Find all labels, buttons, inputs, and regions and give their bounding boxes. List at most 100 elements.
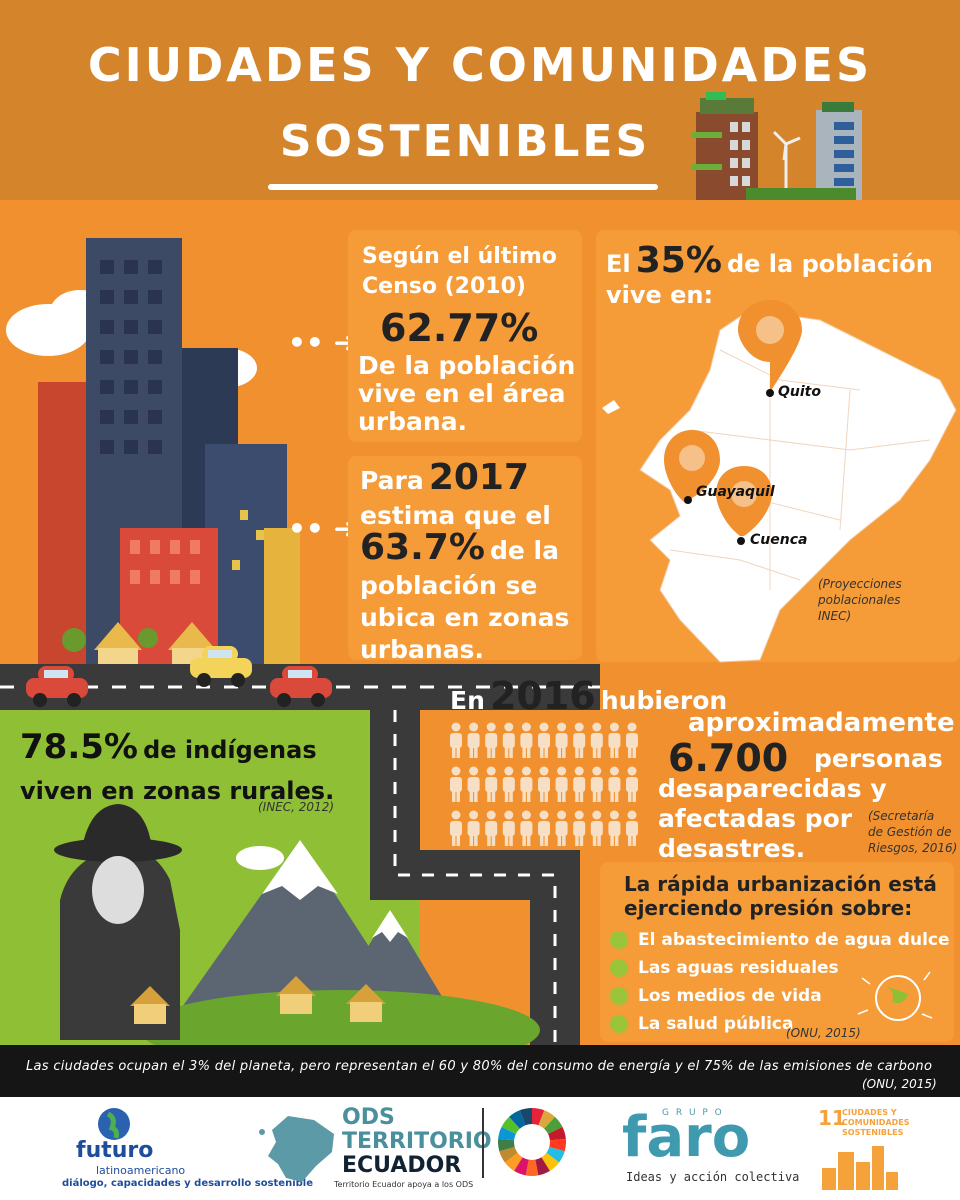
indigenous-text1: de indígenas — [143, 736, 317, 764]
ods-logo-line3: ECUADOR — [342, 1153, 462, 1178]
bullet-dot-icon — [610, 1015, 628, 1033]
disaster-heading: En 2016 hubieron — [450, 674, 727, 718]
person-icon — [485, 810, 498, 846]
footer — [0, 1097, 960, 1200]
futuro-logo-name: futuro — [76, 1138, 154, 1163]
person-icon — [520, 722, 533, 758]
title-underline — [268, 184, 658, 190]
person-icon — [502, 810, 515, 846]
person-icon — [590, 722, 603, 758]
ecuador-silhouette-icon — [259, 1116, 334, 1182]
bullet-dot-icon — [610, 931, 628, 949]
person-icon — [502, 722, 515, 758]
person-icon — [555, 766, 568, 802]
pressure-item-3: Los medios de vida — [638, 986, 822, 1006]
map-percent: 35% — [635, 240, 722, 281]
person-icon — [573, 810, 586, 846]
map-source-line3: INEC) — [818, 609, 852, 623]
person-icon — [502, 766, 515, 802]
city-label-cuenca: Cuenca — [750, 532, 808, 548]
disaster-source-line3: Riesgos, 2016) — [868, 841, 958, 855]
disaster-tail: desaparecidas y afectadas por desastres. — [658, 774, 887, 864]
sdg11-label: CIUDADES Y COMUNIDADES SOSTENIBLES — [842, 1108, 910, 1138]
faro-logo-tagline: Ideas y acción colectiva — [626, 1170, 800, 1184]
projection-year: 2017 — [428, 457, 530, 498]
projection-prefix: Para — [360, 466, 424, 495]
map-pin-icon — [716, 466, 772, 536]
census-desc-line2: vive en el área — [358, 379, 566, 408]
disaster-line3-suffix: personas — [814, 744, 943, 773]
map-panel-heading: El 35% de la población vive en: — [606, 240, 933, 309]
person-icon — [538, 766, 550, 802]
person-icon — [555, 722, 568, 758]
pressure-item-4: La salud pública — [638, 1014, 794, 1034]
projection-panel — [348, 456, 582, 660]
car-icon — [26, 666, 88, 707]
city-skyline-illustration — [6, 238, 300, 670]
person-icon — [590, 810, 603, 846]
ecuador-map — [602, 300, 957, 663]
map-suffix: de la población — [726, 250, 933, 278]
disaster-line6: desastres. — [658, 834, 806, 863]
people-icon-grid — [450, 722, 638, 846]
sdg11-number: 11 — [818, 1106, 846, 1130]
bullet-dot-icon — [610, 987, 628, 1005]
map-pin-icon — [664, 430, 720, 504]
pressure-title-line1: La rápida urbanización está — [624, 872, 937, 896]
page-title-line1: CIUDADES Y COMUNIDADES — [87, 38, 873, 92]
person-icon — [467, 810, 480, 846]
car-icon — [190, 646, 252, 687]
disaster-line2: aproximadamente — [688, 708, 955, 738]
map-source: (Proyecciones poblacionales INEC) — [818, 576, 902, 624]
indigenous-percent: 78.5% — [20, 727, 138, 767]
disaster-prefix: En — [450, 686, 485, 715]
map-source-line2: poblacionales — [818, 593, 901, 607]
person-icon — [573, 766, 586, 802]
city-label-guayaquil: Guayaquil — [696, 484, 775, 500]
faro-logo-grupo: G R U P O — [662, 1108, 724, 1118]
logo-divider — [482, 1108, 484, 1178]
list-item: El abastecimiento de agua dulce — [610, 926, 950, 954]
projection-line3-suffix: de la — [490, 536, 559, 565]
census-line1: Según el último — [362, 244, 557, 269]
indigenous-stat: 78.5% de indígenas viven en zonas rurale… — [20, 728, 334, 810]
pressure-source: (ONU, 2015) — [786, 1026, 861, 1040]
map-prefix: El — [606, 250, 631, 278]
list-item: Los medios de vida — [610, 982, 950, 1010]
header-banner — [0, 0, 960, 200]
person-icon — [626, 810, 638, 846]
disaster-year: 2016 — [489, 674, 596, 718]
sdg11-label-line3: SOSTENIBLES — [842, 1128, 904, 1137]
rural-landscape-illustration — [0, 710, 580, 1045]
disaster-source-line2: de Gestión de — [868, 825, 952, 839]
bottom-fact-text: Las ciudades ocupan el 3% del planeta, p… — [26, 1059, 933, 1074]
disaster-line5: afectadas por — [658, 804, 853, 833]
disaster-suffix: hubieron — [600, 686, 728, 715]
person-icon — [467, 722, 480, 758]
futuro-logo-tagline: diálogo, capacidades y desarrollo sosten… — [62, 1178, 313, 1189]
projection-line6: urbanas. — [360, 635, 484, 664]
person-icon — [608, 766, 621, 802]
sdg11-city-icon — [822, 1146, 898, 1190]
arrow-right-icon: •• ➜ — [288, 512, 358, 545]
person-icon — [608, 722, 621, 758]
person-icon — [450, 766, 462, 802]
person-icon — [520, 810, 533, 846]
futuro-logo-sub: latinoamericano — [96, 1164, 186, 1177]
sdg11-label-line1: CIUDADES Y — [842, 1108, 897, 1117]
ods-logo-text: ODS TERRITORIO ECUADOR — [342, 1106, 492, 1178]
census-line2: Censo (2010) — [362, 274, 526, 299]
city-label-quito: Quito — [778, 384, 821, 400]
person-icon — [608, 810, 621, 846]
person-icon — [626, 766, 638, 802]
person-icon — [485, 722, 498, 758]
disaster-source-line1: (Secretaría — [868, 809, 935, 823]
map-source-line1: (Proyecciones — [818, 577, 902, 591]
bottom-fact-source: (ONU, 2015) — [862, 1077, 937, 1091]
census-panel — [348, 230, 582, 442]
list-item: La salud pública — [610, 1010, 950, 1038]
pressure-item-2: Las aguas residuales — [638, 958, 839, 978]
pressure-item-1: El abastecimiento de agua dulce — [638, 930, 950, 950]
ods-logo-tagline: Territorio Ecuador apoya a los ODS — [334, 1180, 474, 1189]
census-description: De la población vive en el área urbana. — [358, 352, 575, 436]
